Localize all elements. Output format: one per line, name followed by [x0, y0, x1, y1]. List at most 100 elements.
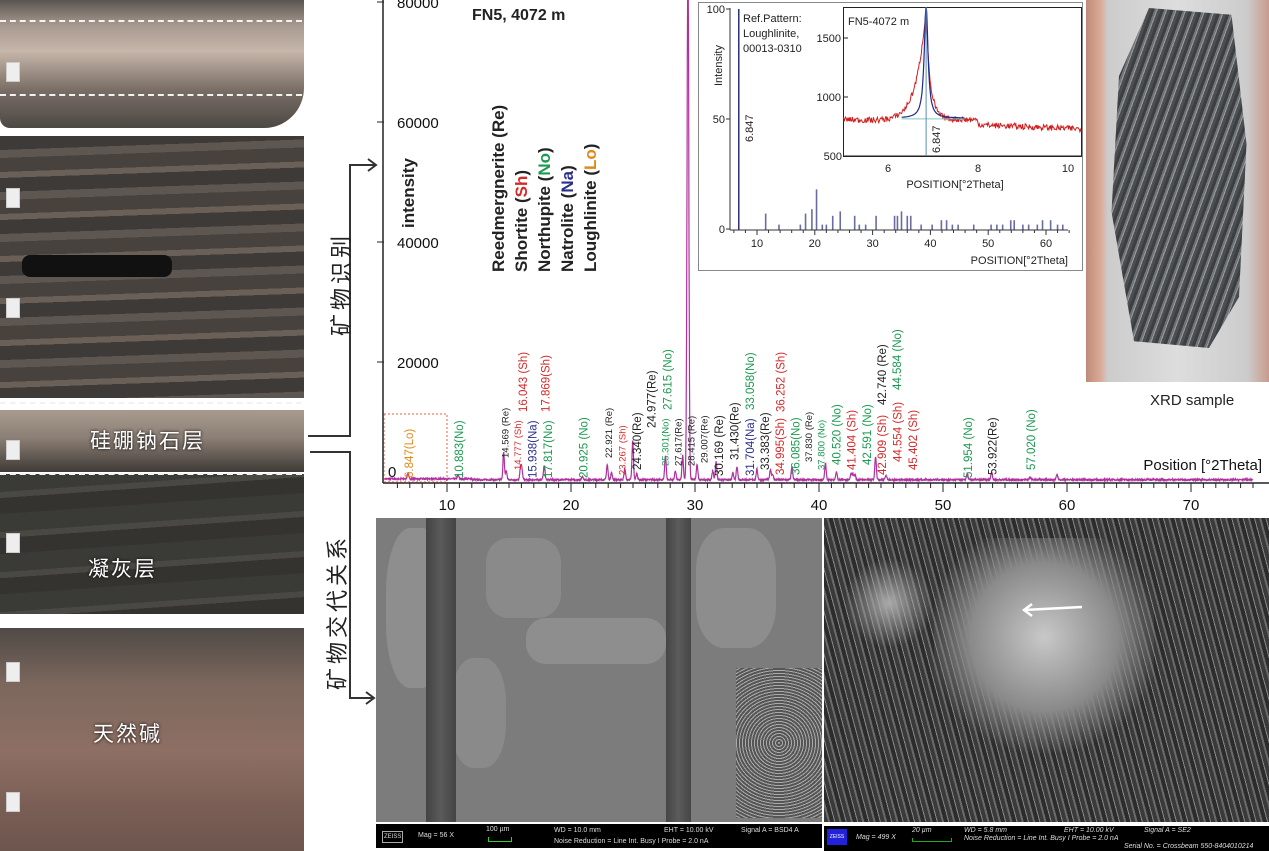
serial-number: Serial No. = Crossbeam 550-8404010214: [1124, 843, 1254, 850]
peak-label: 37.800 (No): [817, 420, 828, 470]
scale-bar-label: 20 µm: [912, 827, 932, 834]
xrd-main-chart: 10 20 30 40 50 60 70 0 20000 40000 60000 80000 6.84…: [377, 0, 1269, 514]
peak-label: 29.007(Re): [700, 415, 711, 463]
grain: [486, 538, 561, 618]
ref-title-line: 00013-0310: [743, 43, 802, 55]
ref-x-axis-label: POSITION[°2Theta]: [971, 255, 1068, 267]
arrow-left-icon: [1023, 605, 1083, 612]
scale-tag: [6, 662, 20, 682]
peak-label: 37.830 (Re): [804, 412, 815, 462]
legend-entry: Natrolite (Na): [558, 165, 577, 272]
scale-tag: [6, 298, 20, 318]
peak-label: 28.415 (Re): [686, 416, 697, 466]
y-tick-label: 60000: [397, 115, 439, 132]
highlight-box: [383, 413, 448, 483]
working-distance: WD = 10.0 mm: [554, 827, 601, 834]
y-tick-label: 80000: [397, 0, 439, 12]
zoom-y-tick-label: 1000: [817, 92, 841, 104]
scale-tag: [6, 792, 20, 812]
peak-zoom-inset: 6.847 FN5-4072 m: [843, 7, 1082, 157]
zoom-y-tick-label: 500: [824, 151, 842, 163]
scale-tag: [6, 440, 20, 460]
peak-label: 51.954 (No): [963, 417, 975, 478]
peak-label: 15.938(Na): [528, 420, 540, 478]
arrow-overlay: [1021, 603, 1083, 617]
peak-label: 6.847(Lo): [404, 429, 416, 478]
replacement-bracket: [310, 451, 374, 699]
peak-label: 42.591 (No): [862, 404, 874, 465]
crystal-aggregate: [844, 558, 934, 648]
xrd-sample-photo: [1086, 0, 1269, 382]
y-tick-label: 40000: [397, 235, 439, 252]
scale-bar: [488, 837, 512, 842]
peak-label: 31.704(Na): [745, 418, 757, 476]
peak-label: 36.085(No): [790, 417, 802, 475]
peak-label: 23.267 (Sh): [618, 425, 629, 475]
sem-se-image: [824, 518, 1269, 822]
legend-entry: Loughlinite (Lo): [581, 144, 600, 272]
zoom-y-tick-label: 1500: [817, 33, 841, 45]
grain: [696, 528, 776, 648]
zoom-x-tick-label: 6: [885, 163, 891, 175]
sem-bse-image: [376, 518, 822, 822]
zoom-x-tick-label: 10: [1062, 163, 1074, 175]
grain: [526, 618, 666, 664]
magnification: Mag = 56 X: [418, 832, 454, 839]
eht: EHT = 10.00 kV: [1064, 827, 1114, 834]
peak-label: 14.777 (Sh): [513, 420, 524, 470]
grain: [451, 658, 506, 768]
zeiss-logo: ZEISS: [827, 829, 847, 845]
ref-x-tick-label: 30: [866, 238, 878, 250]
layer-boundary-dash: [0, 473, 302, 475]
peak-label: 42.740 (Re): [877, 344, 889, 405]
ref-y-tick-label: 50: [713, 114, 725, 126]
ref-y-tick-label: 0: [719, 224, 725, 236]
signal: Signal A = SE2: [1144, 827, 1191, 834]
peak-label: 10.883(No): [454, 420, 466, 478]
peak-label: 25.301(No): [661, 418, 672, 466]
x-tick-label: 60: [1059, 497, 1076, 514]
dark-vein: [426, 518, 456, 822]
identification-bracket: [308, 164, 376, 437]
noise-reduction: Noise Reduction = Line Int. Busy I Probe…: [964, 835, 1119, 842]
ref-title-line: Loughlinite,: [743, 28, 799, 40]
ref-x-tick-label: 20: [809, 238, 821, 250]
peak-label: 33.383(Re): [760, 412, 772, 470]
ref-x-tick-label: 40: [924, 238, 936, 250]
peak-label: 31.430(Re): [730, 402, 742, 460]
x-tick-label: 30: [687, 497, 704, 514]
zoom-peak-label: 6.847: [931, 125, 943, 153]
peak-label: 24.340(Re): [632, 412, 644, 470]
trona-layer-label: 天然碱: [93, 723, 162, 746]
peak-label: 53.922(Re): [988, 417, 1000, 475]
peak-label: 14.569 (Re): [501, 408, 512, 458]
eht: EHT = 10.00 kV: [664, 827, 714, 834]
peak-label: 24.977(Re): [647, 370, 659, 428]
layer-boundary-dash: [0, 402, 302, 404]
zoom-x-axis-label: POSITION[°2Theta]: [906, 179, 1003, 191]
scale-bar: [912, 838, 952, 842]
noise-reduction: Noise Reduction = Line Int. Busy I Probe…: [554, 838, 709, 845]
arrow-right-icon: [367, 158, 378, 172]
dark-vein: [666, 518, 691, 822]
x-tick-label: 40: [811, 497, 828, 514]
core-segment-3: [0, 410, 304, 472]
sem-bse-infobar: ZEISS Mag = 56 X 100 µm WD = 10.0 mm Noi…: [376, 824, 822, 848]
peak-label: 57.020 (No): [1026, 409, 1038, 470]
y-tick-label: 20000: [397, 355, 439, 372]
xrd-sample-caption: XRD sample: [1150, 392, 1235, 409]
scale-tag: [6, 533, 20, 553]
peak-label: 36.252 (Sh): [776, 352, 788, 412]
peak-label: 30.169 (Re): [714, 415, 726, 476]
peak-label: 40.520 (No): [831, 404, 843, 465]
tuff-layer-label: 凝灰层: [88, 558, 157, 581]
zoom-inset-axis: 500 6 8 10 POSITION[°2Theta]: [824, 151, 1074, 191]
scale-tag: [6, 62, 20, 82]
core-segment-4: [0, 474, 304, 614]
sem-se-infobar: ZEISS Mag = 499 X 20 µm WD = 5.8 mm Nois…: [824, 826, 1269, 851]
measured-pattern: [843, 8, 1082, 134]
peak-label: 16.043 (Sh): [518, 352, 530, 412]
ref-y-tick-label: 100: [707, 4, 725, 16]
x-tick-label: 70: [1183, 497, 1200, 514]
arrow-head: [1021, 603, 1033, 617]
